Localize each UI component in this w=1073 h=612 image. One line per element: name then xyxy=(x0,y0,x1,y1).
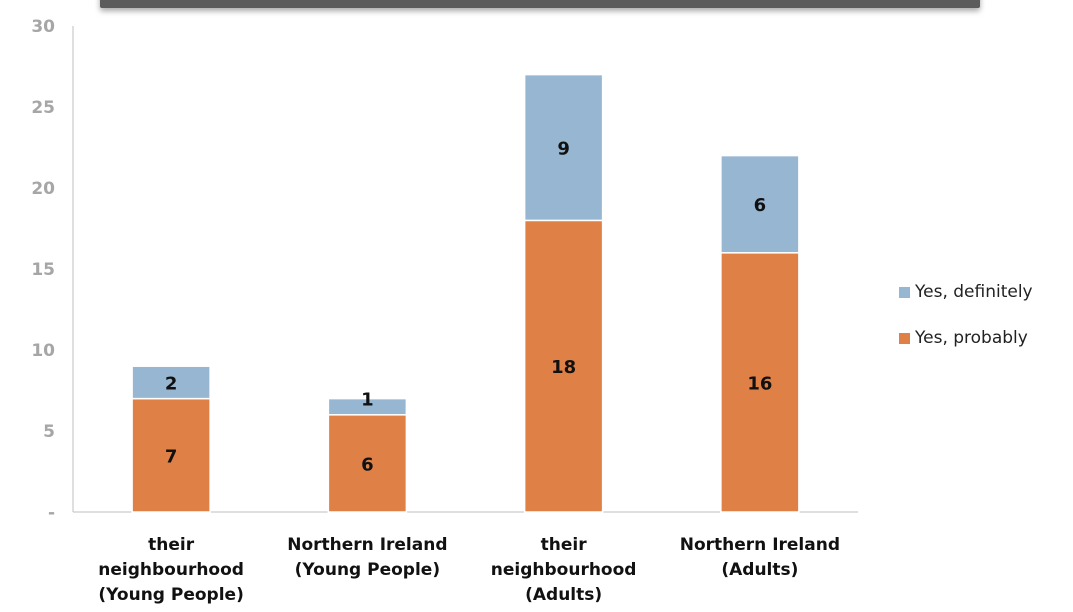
data-label: 9 xyxy=(557,139,570,160)
data-label: 7 xyxy=(165,446,178,467)
y-tick-label: - xyxy=(48,503,55,523)
y-tick-label: 25 xyxy=(31,98,55,118)
data-label: 16 xyxy=(747,373,772,394)
data-label: 18 xyxy=(551,357,576,378)
legend-swatch-definitely xyxy=(899,287,910,298)
y-tick-label: 5 xyxy=(43,422,55,442)
data-labels: 7 6 18 16 2 1 9 6 xyxy=(165,139,773,476)
legend-label-probably: Yes, probably xyxy=(915,328,1028,348)
legend-label-definitely: Yes, definitely xyxy=(915,282,1033,302)
y-tick-label: 10 xyxy=(31,341,55,361)
data-label: 6 xyxy=(361,454,374,475)
legend: Yes, definitely Yes, probably xyxy=(899,280,1033,372)
x-category-label: Northern Ireland (Adults) xyxy=(680,535,840,580)
legend-item-definitely[interactable]: Yes, definitely xyxy=(899,280,1033,304)
x-category-label: Northern Ireland (Young People) xyxy=(287,535,447,580)
y-tick-label: 20 xyxy=(31,179,55,199)
data-label: 2 xyxy=(165,373,178,394)
x-category-label: their neighbourhood (Adults) xyxy=(491,535,637,605)
bars xyxy=(132,75,799,512)
data-label: 1 xyxy=(361,390,374,411)
y-tick-label: 30 xyxy=(31,17,55,37)
legend-swatch-probably xyxy=(899,333,910,344)
data-label: 6 xyxy=(754,195,767,216)
x-category-label: their neighbourhood (Young People) xyxy=(98,535,244,605)
legend-item-probably[interactable]: Yes, probably xyxy=(899,326,1033,350)
y-tick-label: 15 xyxy=(31,260,55,280)
